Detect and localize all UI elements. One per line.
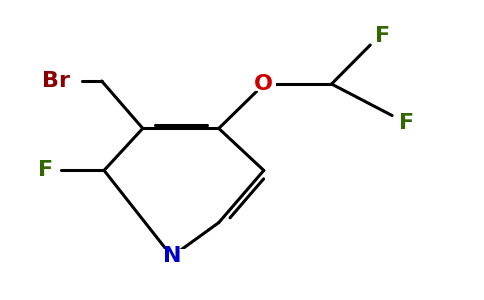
FancyBboxPatch shape: [157, 249, 186, 264]
FancyBboxPatch shape: [394, 116, 419, 130]
FancyBboxPatch shape: [31, 74, 80, 88]
Text: O: O: [254, 74, 273, 94]
FancyBboxPatch shape: [34, 164, 58, 177]
FancyBboxPatch shape: [252, 77, 276, 91]
Text: F: F: [38, 160, 54, 180]
Text: F: F: [399, 113, 414, 133]
Text: Br: Br: [42, 71, 70, 91]
Text: N: N: [163, 247, 181, 266]
FancyBboxPatch shape: [370, 29, 394, 43]
Text: F: F: [375, 26, 390, 46]
